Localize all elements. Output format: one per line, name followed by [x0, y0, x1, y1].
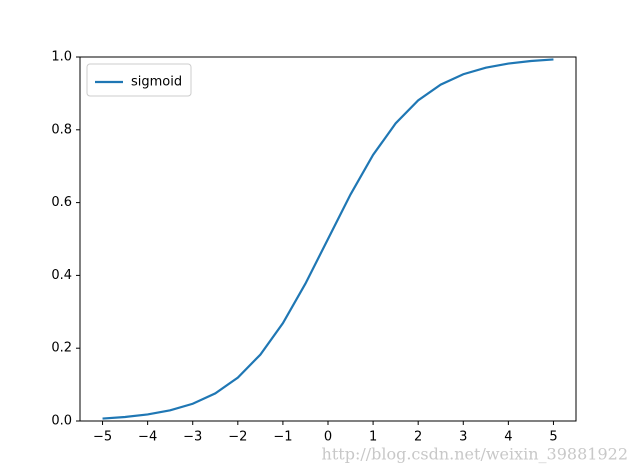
x-tick-label: 0 [324, 430, 332, 445]
line-series [102, 58, 554, 420]
x-tick-label: −4 [138, 430, 157, 445]
y-tick-label: 0.8 [51, 122, 72, 137]
x-tick-label: 2 [414, 430, 422, 445]
x-tick-label: 1 [369, 430, 377, 445]
x-tick-label: −1 [273, 430, 292, 445]
axes-frame [79, 56, 577, 422]
legend-label: sigmoid [131, 75, 182, 90]
x-tick-label: −3 [183, 430, 202, 445]
x-tick-label: 3 [459, 430, 467, 445]
y-tick-label: 0.2 [51, 341, 72, 356]
x-tick-label: 5 [549, 430, 557, 445]
y-tick-label: 1.0 [51, 50, 72, 65]
legend-box [86, 63, 192, 97]
y-tick-label: 0.6 [51, 195, 72, 210]
x-tick-label: −2 [228, 430, 247, 445]
y-tick-label: 0.4 [51, 268, 72, 283]
watermark: http://blog.csdn.net/weixin_39881922 [322, 445, 628, 464]
x-tick-label: −5 [93, 430, 112, 445]
y-tick-label: 0.0 [51, 414, 72, 429]
x-tick-label: 4 [504, 430, 512, 445]
